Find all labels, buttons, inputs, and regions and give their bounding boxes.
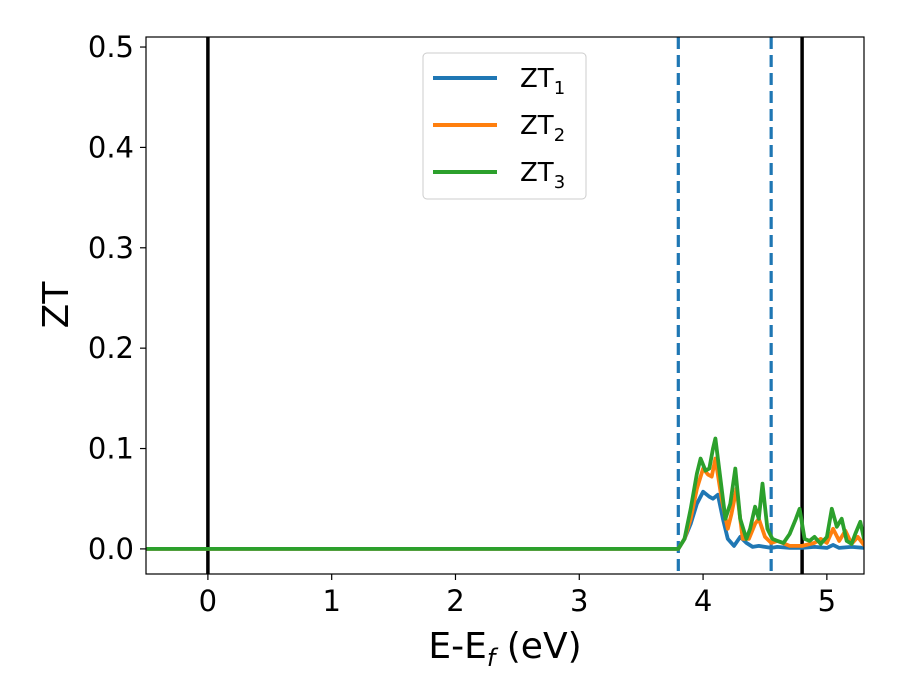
legend-label-zt2: ZT2: [520, 111, 565, 146]
y-axis: 0.0 0.1 0.2 0.3 0.4 0.5: [88, 30, 146, 566]
x-tick-label: 5: [818, 584, 836, 618]
y-tick-label: 0.1: [88, 432, 134, 466]
y-tick-label: 0.2: [88, 331, 134, 365]
legend-label-zt3: ZT3: [520, 158, 565, 193]
y-tick-label: 0.0: [88, 532, 134, 566]
x-axis: 0 1 2 3 4 5: [199, 574, 836, 618]
y-axis-title: ZT: [36, 281, 77, 329]
x-axis-title: E-Ef (eV): [428, 626, 581, 672]
series-line-zt3: [146, 436, 864, 551]
legend-label-zt1: ZT1: [520, 64, 565, 99]
x-tick-label: 0: [199, 584, 217, 618]
x-tick-label: 3: [570, 584, 588, 618]
legend: ZT1 ZT2 ZT3: [422, 52, 587, 200]
x-tick-label: 4: [694, 584, 712, 618]
x-tick-label: 1: [322, 584, 340, 618]
y-tick-label: 0.4: [88, 130, 134, 164]
x-tick-label: 2: [446, 584, 464, 618]
legend-box: [422, 52, 587, 200]
x-axis-title-main: E-E: [428, 626, 486, 667]
plot-area: [146, 37, 864, 574]
series-line-zt2: [146, 456, 864, 551]
y-tick-label: 0.5: [88, 30, 134, 64]
y-tick-label: 0.3: [88, 231, 134, 265]
plot-frame: [145, 36, 865, 575]
x-axis-title-suffix: (eV): [495, 626, 581, 667]
